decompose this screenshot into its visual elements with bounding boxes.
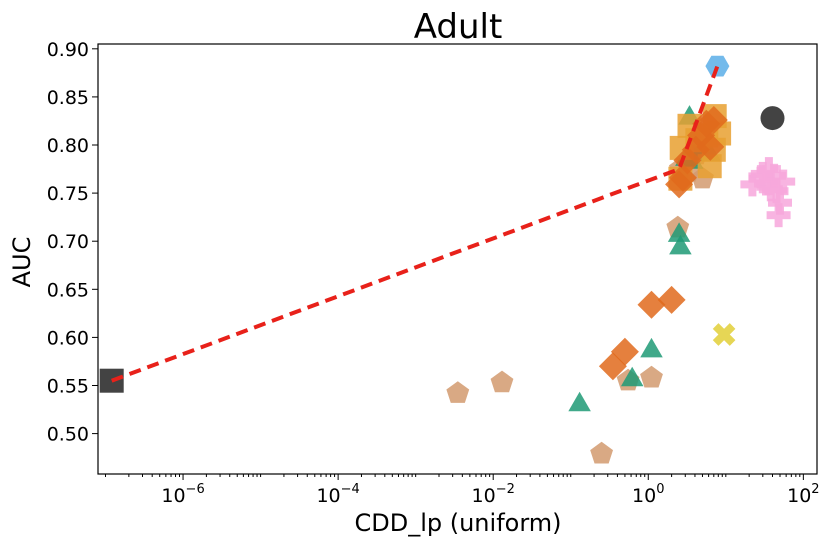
- pentagon-marker: [590, 441, 614, 464]
- pentagon-marker: [446, 381, 470, 403]
- y-tick-label: 0.50: [47, 424, 89, 446]
- plus-marker: [756, 157, 781, 182]
- pentagon-marker: [640, 365, 663, 388]
- plus-marker: [740, 172, 765, 197]
- y-tick-label: 0.65: [47, 279, 89, 301]
- x-axis-label: CDD_lp (uniform): [354, 509, 561, 537]
- plus-marker: [750, 161, 775, 186]
- diamond-marker: [610, 337, 639, 366]
- x-marker: [712, 323, 736, 346]
- plot-frame: [97, 43, 818, 475]
- diamond-marker: [637, 290, 666, 319]
- x-tick-label: 102: [787, 482, 819, 507]
- hexagon-marker: [705, 55, 730, 77]
- triangle-marker: [667, 222, 691, 242]
- triangle-marker: [640, 337, 663, 358]
- frontier-line: [111, 65, 720, 383]
- diamond-marker: [699, 106, 728, 134]
- y-tick-label: 0.75: [47, 183, 89, 205]
- plus-marker: [768, 190, 792, 215]
- y-tick-label: 0.70: [47, 231, 89, 253]
- triangle-marker: [568, 391, 591, 412]
- triangle-marker: [620, 366, 644, 387]
- x-axis-ticks: 10−6 10−4 10−2 100 102: [105, 474, 820, 507]
- pentagon-marker: [490, 370, 514, 393]
- x-tick-label: 100: [632, 482, 664, 507]
- y-tick-label: 0.90: [47, 39, 89, 61]
- circle-marker: [760, 106, 785, 131]
- plus-marker: [766, 203, 791, 228]
- plus-marker: [771, 169, 796, 194]
- triangle-marker: [669, 234, 692, 255]
- y-tick-label: 0.60: [47, 327, 89, 349]
- y-tick-label: 0.85: [47, 87, 89, 109]
- x-tick-label: 10−6: [161, 482, 204, 507]
- diamond-marker: [673, 146, 702, 175]
- data-markers: [99, 55, 796, 464]
- x-tick-label: 10−2: [472, 482, 515, 507]
- y-tick-label: 0.55: [47, 375, 89, 397]
- x-tick-label: 10−4: [316, 482, 359, 507]
- chart-title: Adult: [414, 7, 503, 47]
- diamond-marker: [696, 132, 725, 161]
- y-axis-ticks: 0.50 0.55 0.60 0.65 0.70 0.75 0.80 0.85 0.90: [47, 39, 98, 446]
- y-tick-label: 0.80: [47, 135, 89, 157]
- y-axis-label: AUC: [8, 237, 36, 288]
- diamond-marker: [657, 285, 686, 314]
